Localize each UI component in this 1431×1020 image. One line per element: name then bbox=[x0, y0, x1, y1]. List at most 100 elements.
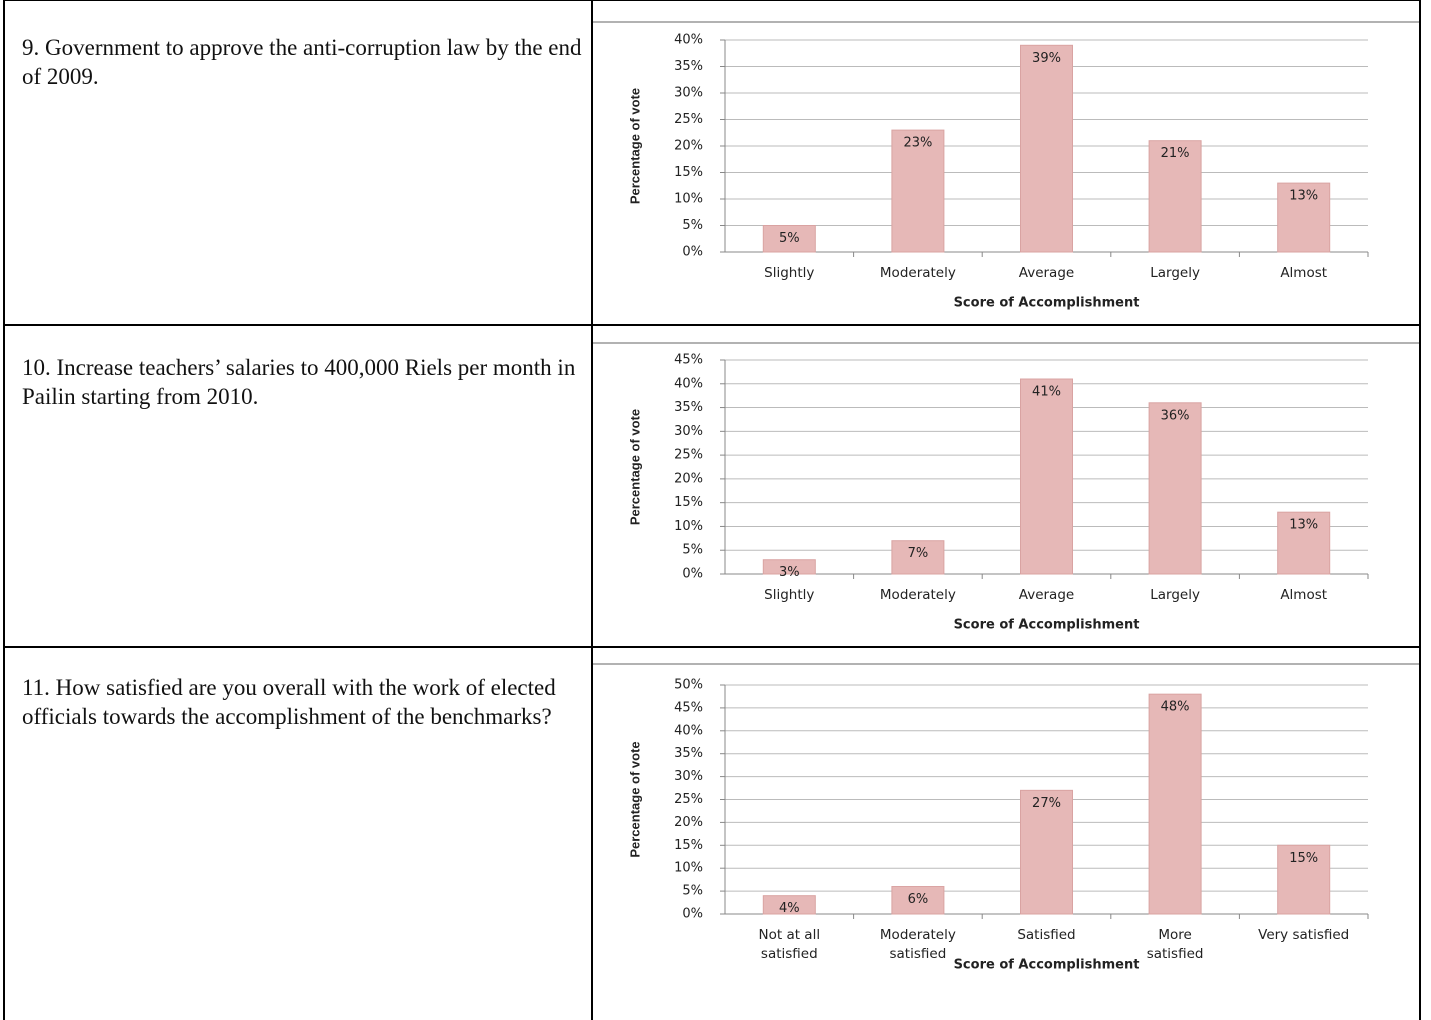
data-label: 21% bbox=[1161, 146, 1190, 161]
x-tick-label: Moderately satisfied bbox=[879, 927, 956, 962]
x-tick-label: Largely bbox=[1150, 265, 1200, 281]
y-tick-label: 25% bbox=[674, 792, 703, 807]
bar bbox=[762, 895, 816, 915]
y-tick-label: 20% bbox=[674, 815, 703, 830]
x-tick-label-box: More satisfied bbox=[1146, 927, 1204, 962]
y-axis-title: Percentage of vote bbox=[627, 409, 642, 525]
x-tick-label-box: Almost bbox=[1280, 587, 1328, 603]
bar bbox=[1148, 693, 1202, 915]
x-tick-label-box: Almost bbox=[1280, 265, 1328, 281]
bar bbox=[762, 559, 816, 575]
bar bbox=[1277, 844, 1331, 915]
data-label: 23% bbox=[903, 136, 932, 151]
x-tick-label: Average bbox=[1018, 587, 1075, 603]
x-tick-label: Satisfied bbox=[1017, 927, 1076, 943]
x-tick-label-box: Very satisfied bbox=[1258, 927, 1350, 943]
y-tick-label: 35% bbox=[674, 400, 703, 415]
bar bbox=[1148, 402, 1202, 575]
data-label: 7% bbox=[908, 546, 929, 561]
y-tick-label: 30% bbox=[674, 424, 703, 439]
table-border bbox=[3, 646, 1421, 648]
y-tick-label: 25% bbox=[674, 448, 703, 463]
x-tick-label-box: Largely bbox=[1150, 587, 1200, 603]
y-tick-label: 5% bbox=[682, 218, 703, 233]
x-tick-label-box: Average bbox=[1018, 587, 1075, 603]
y-tick-label: 10% bbox=[674, 192, 703, 207]
table-border bbox=[3, 324, 1421, 326]
x-tick-label: Almost bbox=[1280, 265, 1328, 281]
y-tick-label: 35% bbox=[674, 746, 703, 761]
y-tick-label: 40% bbox=[674, 723, 703, 738]
bar bbox=[762, 225, 816, 253]
question: 11. How satisfied are you overall with t… bbox=[22, 675, 556, 729]
data-label: 6% bbox=[908, 892, 929, 907]
x-tick-label-box: Slightly bbox=[764, 587, 814, 603]
y-tick-label: 0% bbox=[682, 567, 703, 582]
data-label: 15% bbox=[1289, 851, 1318, 866]
x-tick-label-box: Slightly bbox=[764, 265, 815, 281]
y-tick-label: 30% bbox=[674, 769, 703, 784]
data-label: 27% bbox=[1032, 796, 1061, 811]
bar bbox=[891, 540, 945, 575]
x-tick-label: Not at all satisfied bbox=[758, 927, 821, 962]
table-border bbox=[1419, 0, 1421, 1020]
data-label: 4% bbox=[779, 901, 800, 916]
y-tick-label: 45% bbox=[674, 700, 703, 715]
y-tick-label: 5% bbox=[682, 884, 703, 899]
data-label: 39% bbox=[1032, 51, 1061, 66]
bar bbox=[1020, 44, 1073, 253]
y-tick-label: 40% bbox=[674, 33, 703, 48]
x-tick-label-box: Moderately bbox=[879, 265, 956, 281]
bar bbox=[1277, 182, 1331, 253]
x-tick-label-box: Satisfied bbox=[1017, 927, 1076, 943]
bar bbox=[1020, 378, 1073, 575]
y-tick-label: 45% bbox=[674, 353, 703, 368]
x-tick-label-box: Largely bbox=[1150, 265, 1200, 281]
y-tick-label: 0% bbox=[682, 907, 703, 922]
x-tick-label: Slightly bbox=[764, 265, 815, 281]
x-tick-label: Very satisfied bbox=[1258, 927, 1350, 943]
y-tick-label: 35% bbox=[674, 59, 703, 74]
y-tick-label: 20% bbox=[674, 139, 703, 154]
x-tick-label-box: Moderately satisfied bbox=[879, 927, 956, 962]
y-tick-label: 5% bbox=[682, 543, 703, 558]
x-tick-label: Largely bbox=[1150, 587, 1200, 603]
x-tick-label-box: Not at all satisfied bbox=[758, 927, 821, 962]
x-tick-label: More satisfied bbox=[1146, 927, 1204, 962]
x-tick-label: Almost bbox=[1280, 587, 1328, 603]
x-axis-title: Score of Accomplishment bbox=[954, 958, 1140, 973]
x-axis-title: Score of Accomplishment bbox=[954, 296, 1140, 311]
table-border bbox=[3, 0, 5, 1020]
x-tick-label: Average bbox=[1018, 265, 1075, 281]
y-tick-label: 50% bbox=[674, 678, 703, 693]
x-tick-label: Moderately bbox=[879, 587, 956, 603]
bar bbox=[1277, 511, 1331, 575]
y-axis-title: Percentage of vote bbox=[627, 741, 642, 857]
x-tick-label-box: Moderately bbox=[879, 587, 956, 603]
x-tick-label-box: Average bbox=[1018, 265, 1075, 281]
y-tick-label: 15% bbox=[674, 495, 703, 510]
y-tick-label: 0% bbox=[682, 245, 703, 260]
y-tick-label: 10% bbox=[674, 861, 703, 876]
data-label: 5% bbox=[779, 231, 800, 246]
bar bbox=[891, 129, 945, 253]
x-axis-title: Score of Accomplishment bbox=[954, 618, 1140, 633]
data-label: 41% bbox=[1032, 385, 1061, 400]
x-tick-label: Moderately bbox=[879, 265, 956, 281]
y-tick-label: 25% bbox=[674, 112, 703, 127]
question: 9. Government to approve the anti-corrup… bbox=[22, 35, 582, 89]
data-label: 48% bbox=[1161, 700, 1190, 715]
y-tick-label: 15% bbox=[674, 165, 703, 180]
table-border bbox=[3, 0, 1421, 1]
y-tick-label: 40% bbox=[674, 376, 703, 391]
data-label: 36% bbox=[1161, 408, 1190, 423]
data-label: 13% bbox=[1289, 189, 1318, 204]
y-tick-label: 15% bbox=[674, 838, 703, 853]
bar bbox=[1020, 789, 1073, 915]
y-tick-label: 10% bbox=[674, 519, 703, 534]
y-tick-label: 30% bbox=[674, 86, 703, 101]
data-label: 13% bbox=[1289, 518, 1318, 533]
data-label: 3% bbox=[779, 565, 800, 580]
